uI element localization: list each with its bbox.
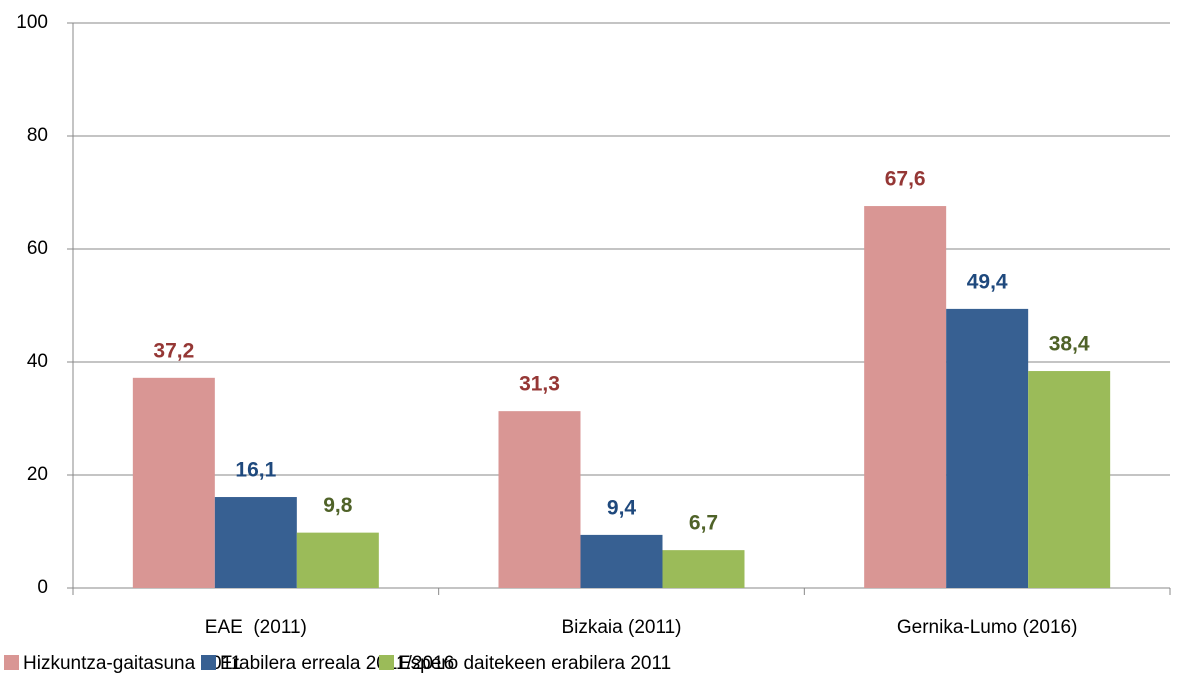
- bar: [662, 550, 745, 588]
- value-label: 67,6: [885, 168, 926, 191]
- bar: [132, 377, 215, 588]
- bar: [498, 411, 581, 588]
- value-label: 9,8: [323, 494, 353, 517]
- value-label: 38,4: [1049, 333, 1090, 356]
- bar: [946, 308, 1029, 588]
- legend-swatch: [379, 655, 394, 670]
- legend-swatch: [4, 655, 19, 670]
- y-tick-label: 40: [27, 351, 48, 372]
- bar: [580, 534, 663, 588]
- legend-label: Espero daitekeen erabilera 2011: [398, 653, 671, 674]
- value-label: 6,7: [689, 512, 718, 535]
- value-label: 16,1: [235, 459, 276, 482]
- x-tick-label: EAE (2011): [205, 617, 307, 638]
- value-label: 49,4: [967, 270, 1008, 293]
- y-tick-label: 60: [27, 238, 48, 259]
- legend-swatch: [201, 655, 216, 670]
- y-tick-label: 100: [16, 12, 48, 33]
- value-label: 31,3: [519, 373, 560, 396]
- bar: [214, 497, 297, 588]
- bar: [1028, 371, 1111, 588]
- value-label: 37,2: [153, 339, 194, 362]
- bar: [864, 206, 947, 588]
- y-tick-label: 0: [37, 577, 48, 598]
- bar: [296, 532, 379, 588]
- legend-label: Hizkuntza-gaitasuna 2011: [23, 653, 241, 674]
- x-tick-label: Bizkaia (2011): [561, 617, 681, 638]
- x-tick-label: Gernika-Lumo (2016): [897, 617, 1078, 638]
- value-label: 9,4: [607, 496, 637, 519]
- y-tick-label: 20: [27, 464, 48, 485]
- legend-label: Erabilera erreala 2011/2016: [220, 653, 454, 674]
- y-tick-label: 80: [27, 125, 48, 146]
